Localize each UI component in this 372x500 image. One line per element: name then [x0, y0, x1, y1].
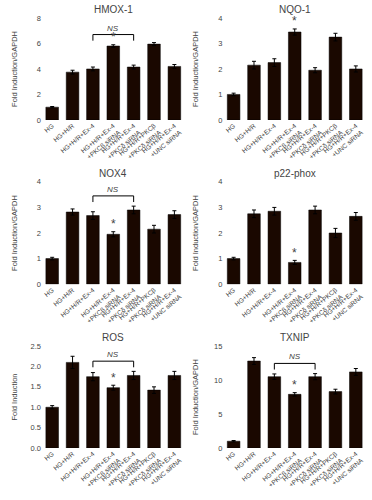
- svg-text:HG+H/R+Ex-4: HG+H/R+Ex-4: [240, 450, 277, 483]
- svg-text:HG+H/R+Ex-4+PKCβ siRNA: HG+H/R+Ex-4+PKCβ siRNA: [261, 450, 304, 490]
- svg-text:HG+H/R: HG+H/R: [233, 450, 257, 471]
- svg-text:HG+H/R+Ex-4+PKCβ siRNA: HG+H/R+Ex-4+PKCβ siRNA: [261, 286, 304, 326]
- svg-text:2.0: 2.0: [31, 362, 41, 371]
- svg-text:NQO-1: NQO-1: [279, 4, 311, 15]
- svg-text:HG+H/R+Ex-4+UNC siRNA: HG+H/R+Ex-4+UNC siRNA: [322, 122, 365, 161]
- svg-text:HG+H/R+PKCβ+PKCδ siRNA: HG+H/R+PKCβ+PKCδ siRNA: [117, 122, 162, 164]
- svg-text:HG+H/R+Ex-4+PKCβ siRNA: HG+H/R+Ex-4+PKCβ siRNA: [79, 286, 122, 326]
- svg-text:p22-phox: p22-phox: [274, 168, 316, 179]
- svg-text:HG: HG: [43, 122, 55, 134]
- svg-text:HMOX-1: HMOX-1: [94, 4, 133, 15]
- svg-text:NOX4: NOX4: [99, 168, 127, 179]
- svg-text:HG+H/R+PKCβ+PKCδ siRNA: HG+H/R+PKCβ+PKCδ siRNA: [117, 450, 162, 492]
- svg-text:Fold Induction/GAPDH: Fold Induction/GAPDH: [191, 195, 200, 271]
- svg-text:0.0: 0.0: [31, 444, 41, 453]
- svg-text:HG+H/R+Ex-4+PKCδ siRNA: HG+H/R+Ex-4+PKCδ siRNA: [281, 450, 324, 489]
- svg-text:Fold Induction: Fold Induction: [10, 373, 19, 420]
- svg-text:1: 1: [218, 90, 222, 99]
- svg-text:4: 4: [37, 177, 41, 186]
- svg-text:HG+H/R+PKCβ+PKCδ siRNA: HG+H/R+PKCβ+PKCδ siRNA: [299, 450, 344, 492]
- svg-text:2.5: 2.5: [31, 342, 41, 351]
- svg-text:1.5: 1.5: [31, 382, 41, 391]
- svg-text:0.5: 0.5: [31, 423, 41, 432]
- svg-text:HG+H/R+Ex-4: HG+H/R+Ex-4: [59, 286, 96, 319]
- svg-text:15: 15: [214, 342, 222, 351]
- svg-text:*: *: [292, 246, 297, 260]
- svg-text:Fold Induction/GAPDH: Fold Induction/GAPDH: [191, 31, 200, 107]
- svg-text:HG+H/R: HG+H/R: [52, 122, 76, 143]
- svg-text:2: 2: [37, 229, 41, 238]
- svg-text:1: 1: [218, 254, 222, 263]
- svg-text:*: *: [111, 30, 116, 44]
- svg-text:Fold Induction/GAPDH: Fold Induction/GAPDH: [10, 195, 19, 271]
- svg-text:HG+H/R+Ex-4+PKCδ siRNA: HG+H/R+Ex-4+PKCδ siRNA: [281, 286, 324, 325]
- svg-text:HG+H/R: HG+H/R: [233, 122, 257, 143]
- svg-text:*: *: [111, 217, 116, 231]
- svg-text:HG+H/R+Ex-4+PKCδ siRNA: HG+H/R+Ex-4+PKCδ siRNA: [100, 122, 143, 161]
- svg-text:0: 0: [218, 444, 222, 453]
- svg-text:HG+H/R+Ex-4+PKCβ siRNA: HG+H/R+Ex-4+PKCβ siRNA: [261, 122, 304, 162]
- svg-text:4: 4: [218, 14, 222, 23]
- svg-text:HG+H/R+Ex-4+PKCδ siRNA: HG+H/R+Ex-4+PKCδ siRNA: [100, 286, 143, 325]
- svg-text:HG: HG: [224, 450, 236, 462]
- svg-text:HG+H/R: HG+H/R: [233, 286, 257, 307]
- svg-text:HG+H/R+Ex-4+PKCβ siRNA: HG+H/R+Ex-4+PKCβ siRNA: [79, 450, 122, 490]
- svg-text:*: *: [111, 371, 116, 385]
- svg-text:TXNIP: TXNIP: [280, 332, 310, 343]
- svg-text:8: 8: [37, 14, 41, 23]
- svg-text:HG+H/R+Ex-4+PKCδ siRNA: HG+H/R+Ex-4+PKCδ siRNA: [281, 122, 324, 161]
- svg-text:HG+H/R+Ex-4+UNC siRNA: HG+H/R+Ex-4+UNC siRNA: [322, 450, 365, 489]
- svg-text:4: 4: [37, 65, 41, 74]
- svg-text:HG+H/R+PKCβ+PKCδ siRNA: HG+H/R+PKCβ+PKCδ siRNA: [299, 286, 344, 328]
- svg-text:HG+H/R+Ex-4: HG+H/R+Ex-4: [240, 286, 277, 319]
- svg-text:0: 0: [37, 280, 41, 289]
- svg-text:HG+H/R: HG+H/R: [52, 286, 76, 307]
- svg-text:3: 3: [218, 39, 222, 48]
- svg-text:HG+H/R+Ex-4+PKCβ siRNA: HG+H/R+Ex-4+PKCβ siRNA: [79, 122, 122, 162]
- svg-text:5: 5: [218, 410, 222, 419]
- svg-text:HG+H/R+Ex-4+UNC siRNA: HG+H/R+Ex-4+UNC siRNA: [141, 122, 184, 161]
- svg-text:Fold Induction/GAPDH: Fold Induction/GAPDH: [10, 31, 19, 107]
- svg-text:HG+H/R+PKCβ+PKCδ siRNA: HG+H/R+PKCβ+PKCδ siRNA: [117, 286, 162, 328]
- svg-text:HG+H/R+Ex-4: HG+H/R+Ex-4: [59, 122, 96, 155]
- svg-text:HG+H/R+Ex-4+UNC siRNA: HG+H/R+Ex-4+UNC siRNA: [322, 286, 365, 325]
- svg-text:NS: NS: [289, 352, 301, 361]
- svg-text:1: 1: [37, 254, 41, 263]
- svg-text:Fold Induction/GAPDH: Fold Induction/GAPDH: [191, 359, 200, 435]
- svg-text:*: *: [292, 14, 297, 28]
- svg-text:ROS: ROS: [102, 332, 124, 343]
- svg-text:HG+H/R+Ex-4+UNC siRNA: HG+H/R+Ex-4+UNC siRNA: [141, 286, 184, 325]
- svg-text:HG+H/R+Ex-4: HG+H/R+Ex-4: [240, 122, 277, 155]
- svg-text:6: 6: [37, 39, 41, 48]
- svg-text:0: 0: [37, 116, 41, 125]
- svg-text:4: 4: [218, 177, 222, 186]
- svg-text:HG: HG: [43, 450, 55, 462]
- svg-text:NS: NS: [107, 185, 119, 194]
- svg-text:0: 0: [218, 116, 222, 125]
- svg-text:HG+H/R+Ex-4+UNC siRNA: HG+H/R+Ex-4+UNC siRNA: [141, 450, 184, 489]
- svg-text:1.0: 1.0: [31, 403, 41, 412]
- svg-text:3: 3: [218, 203, 222, 212]
- svg-text:0: 0: [218, 280, 222, 289]
- svg-text:*: *: [292, 378, 297, 392]
- svg-text:2: 2: [218, 229, 222, 238]
- svg-text:HG: HG: [43, 286, 55, 298]
- svg-text:NS: NS: [107, 24, 119, 33]
- svg-text:3: 3: [37, 203, 41, 212]
- svg-text:HG: HG: [224, 122, 236, 134]
- svg-text:10: 10: [214, 376, 222, 385]
- svg-text:HG+H/R: HG+H/R: [52, 450, 76, 471]
- svg-text:2: 2: [218, 65, 222, 74]
- svg-text:2: 2: [37, 90, 41, 99]
- svg-text:HG+H/R+Ex-4+PKCδ siRNA: HG+H/R+Ex-4+PKCδ siRNA: [100, 450, 143, 489]
- svg-text:HG+H/R+Ex-4: HG+H/R+Ex-4: [59, 450, 96, 483]
- svg-text:NS: NS: [107, 350, 119, 359]
- svg-text:HG+H/R+PKCβ+PKCδ siRNA: HG+H/R+PKCβ+PKCδ siRNA: [299, 122, 344, 164]
- svg-text:HG: HG: [224, 286, 236, 298]
